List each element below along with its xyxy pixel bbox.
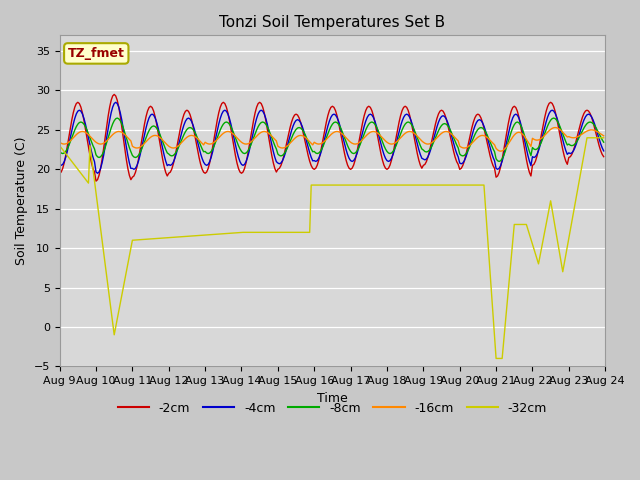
-32cm bbox=[122, 269, 130, 275]
-32cm bbox=[236, 229, 244, 235]
-8cm bbox=[247, 143, 255, 148]
-16cm bbox=[600, 133, 607, 139]
-32cm bbox=[600, 135, 607, 141]
-4cm bbox=[125, 160, 133, 166]
-32cm bbox=[492, 356, 500, 361]
-2cm bbox=[248, 126, 256, 132]
-8cm bbox=[573, 139, 580, 145]
-4cm bbox=[573, 141, 580, 146]
Text: TZ_fmet: TZ_fmet bbox=[68, 47, 125, 60]
-2cm bbox=[573, 137, 580, 143]
Line: -4cm: -4cm bbox=[60, 102, 604, 173]
-16cm bbox=[497, 148, 504, 154]
-16cm bbox=[56, 139, 63, 145]
-4cm bbox=[239, 163, 247, 168]
-2cm bbox=[125, 172, 133, 178]
Line: -8cm: -8cm bbox=[60, 118, 604, 161]
-32cm bbox=[294, 229, 301, 235]
Y-axis label: Soil Temperature (C): Soil Temperature (C) bbox=[15, 137, 28, 265]
-16cm bbox=[236, 138, 244, 144]
-16cm bbox=[573, 134, 580, 140]
-4cm bbox=[248, 135, 256, 141]
-2cm bbox=[297, 120, 305, 125]
-32cm bbox=[571, 202, 579, 208]
-16cm bbox=[218, 132, 226, 137]
-2cm bbox=[56, 170, 63, 176]
-16cm bbox=[551, 125, 559, 131]
Line: -16cm: -16cm bbox=[60, 128, 604, 151]
Legend: -2cm, -4cm, -8cm, -16cm, -32cm: -2cm, -4cm, -8cm, -16cm, -32cm bbox=[113, 396, 552, 420]
-4cm bbox=[600, 148, 607, 154]
-2cm bbox=[239, 169, 247, 175]
-8cm bbox=[220, 121, 227, 127]
-8cm bbox=[237, 148, 245, 154]
Line: -32cm: -32cm bbox=[60, 138, 604, 359]
-32cm bbox=[245, 229, 253, 235]
-4cm bbox=[93, 170, 101, 176]
-8cm bbox=[495, 158, 503, 164]
-16cm bbox=[294, 133, 301, 139]
-4cm bbox=[56, 162, 63, 168]
-2cm bbox=[110, 92, 118, 97]
-16cm bbox=[122, 133, 130, 139]
-4cm bbox=[221, 108, 228, 113]
-32cm bbox=[583, 135, 591, 141]
-2cm bbox=[92, 178, 100, 184]
-32cm bbox=[218, 231, 226, 237]
-8cm bbox=[295, 125, 303, 131]
-8cm bbox=[56, 148, 63, 154]
-4cm bbox=[112, 99, 120, 105]
-2cm bbox=[221, 101, 228, 107]
-2cm bbox=[600, 154, 607, 159]
-16cm bbox=[245, 140, 253, 146]
Line: -2cm: -2cm bbox=[60, 95, 604, 181]
-8cm bbox=[600, 139, 607, 145]
-8cm bbox=[113, 115, 121, 121]
-8cm bbox=[124, 140, 132, 146]
X-axis label: Time: Time bbox=[317, 392, 348, 405]
Title: Tonzi Soil Temperatures Set B: Tonzi Soil Temperatures Set B bbox=[220, 15, 445, 30]
-32cm bbox=[56, 143, 63, 148]
-4cm bbox=[297, 120, 305, 125]
